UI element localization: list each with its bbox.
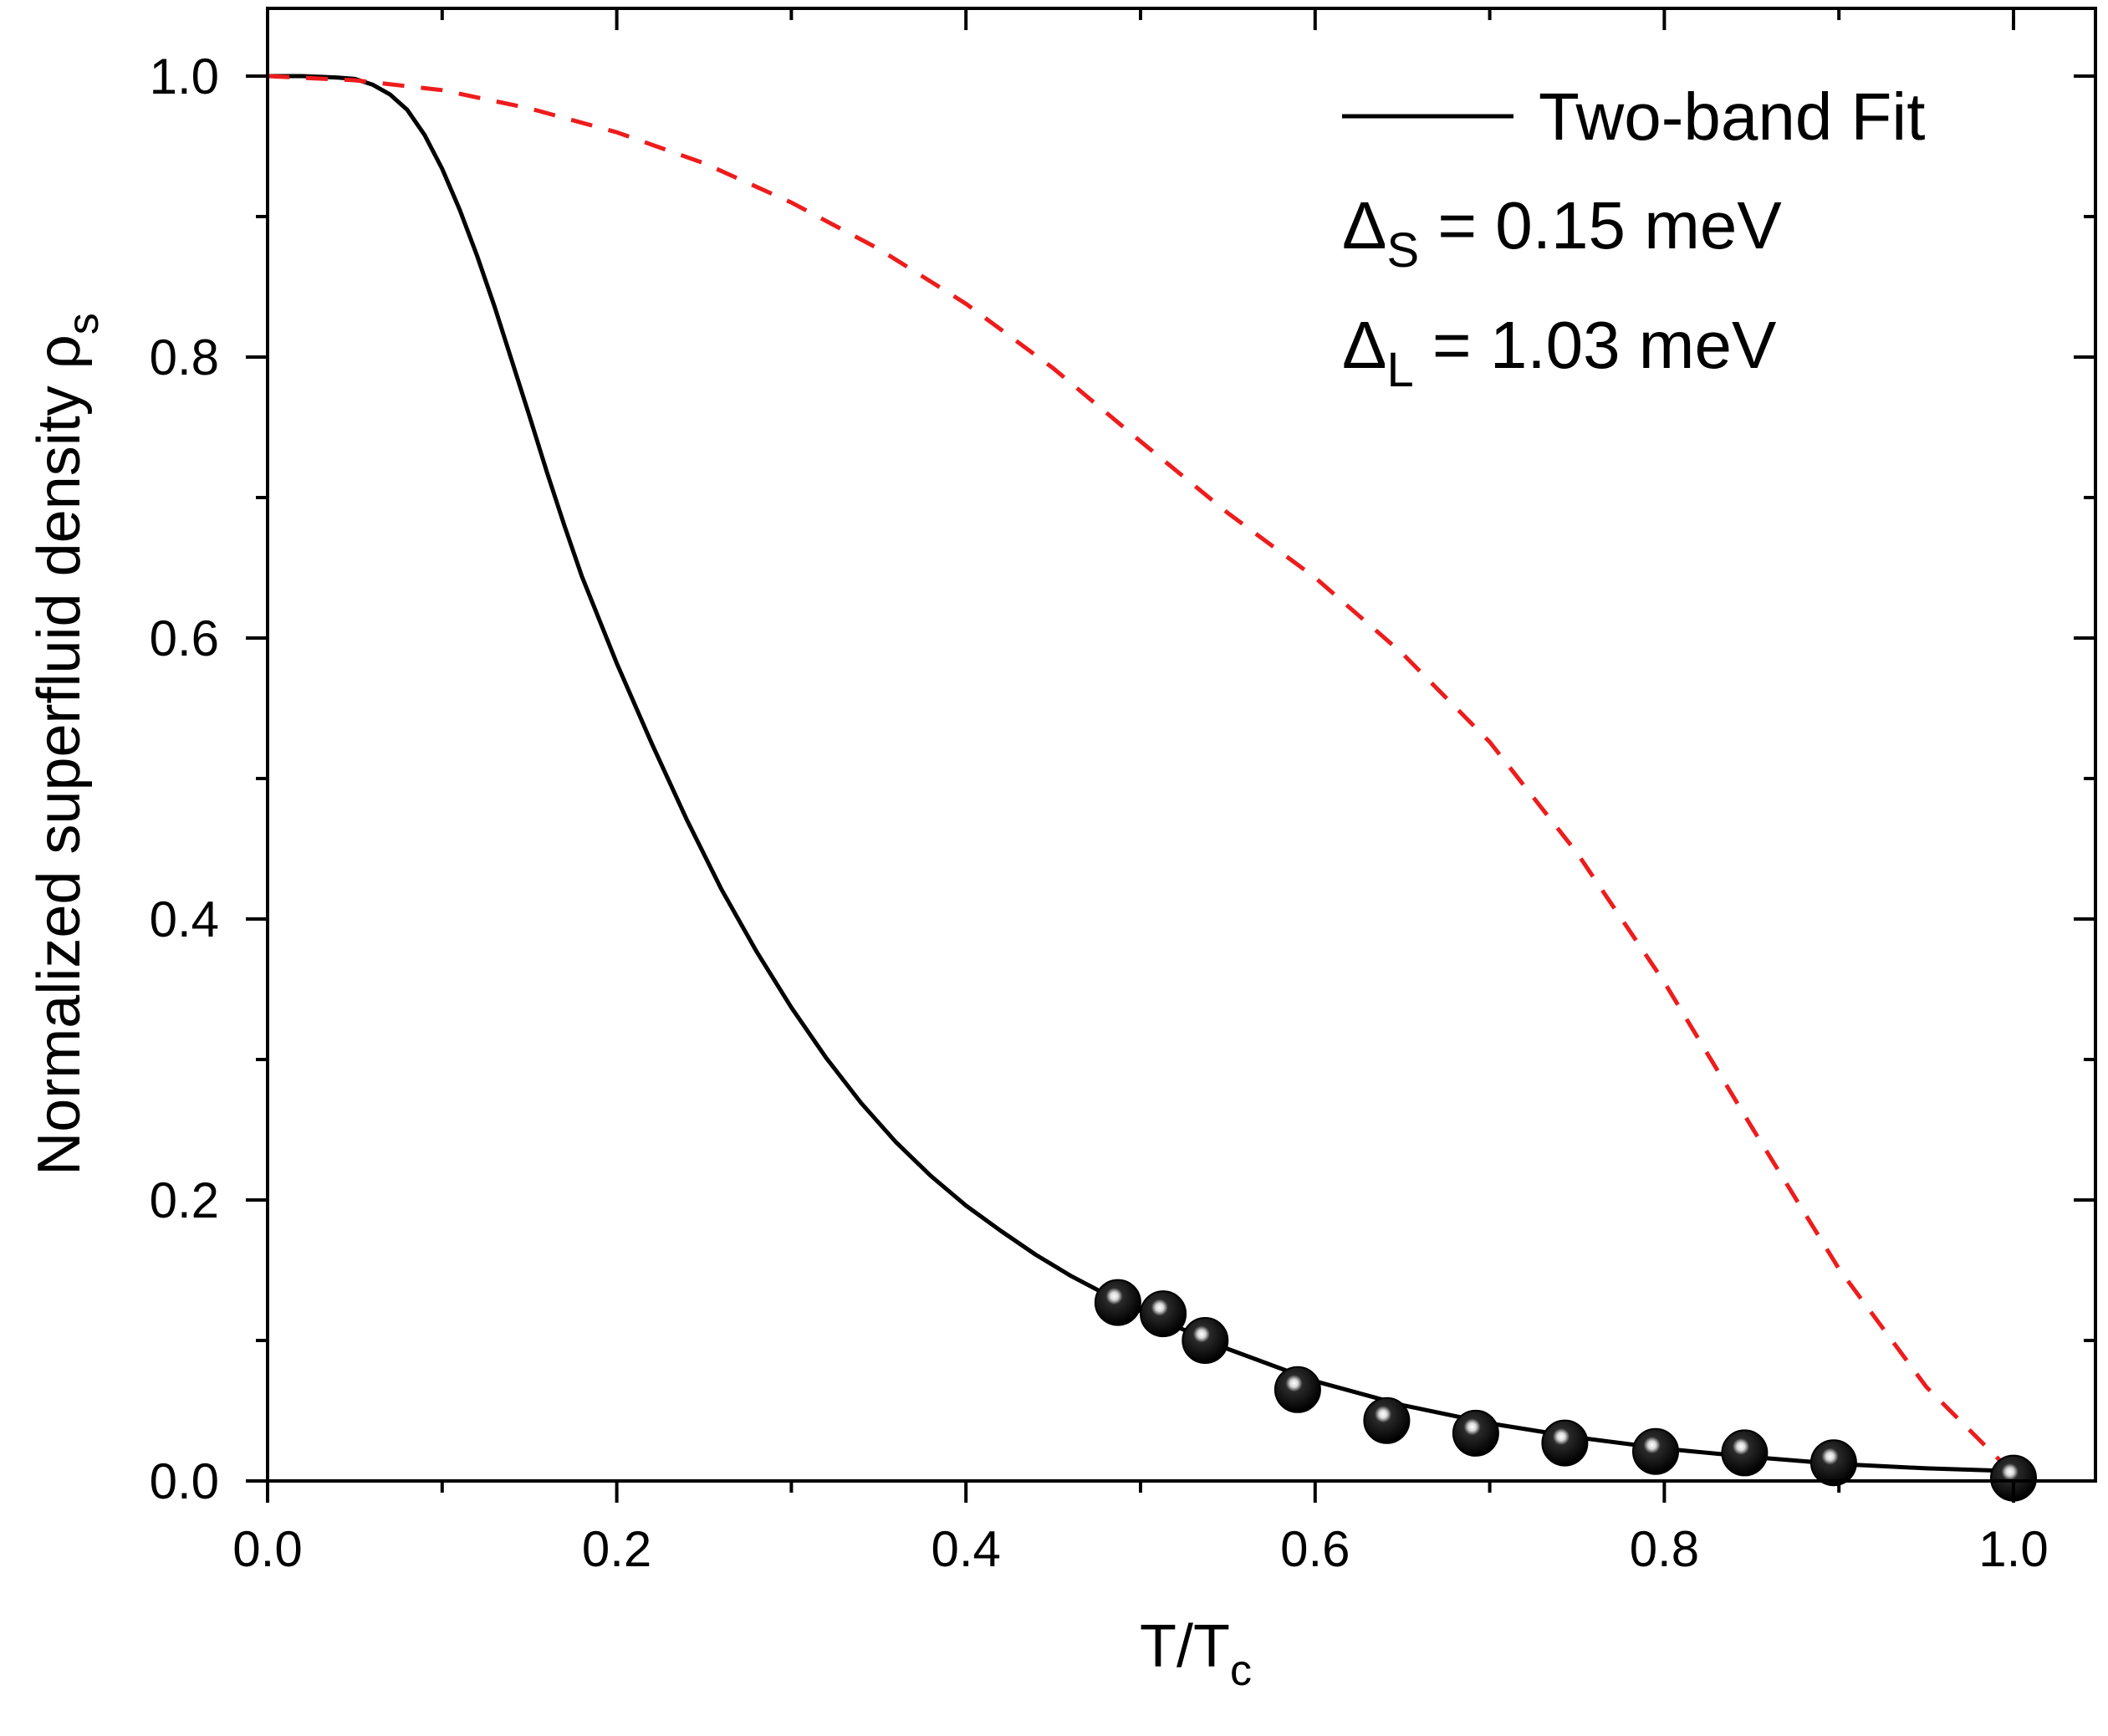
gap-value-small: = 0.15 meV [1419,188,1782,263]
legend-label-two-band-fit: Two-band Fit [1539,79,1925,154]
gap-symbol-large: Δ [1342,308,1386,382]
y-tick-label: 1.0 [150,49,219,105]
gap-annotation-large: ΔL = 1.03 meV [1342,308,1777,397]
x-tick-label: 0.6 [1280,1521,1350,1577]
data-point [1721,1429,1769,1477]
data-point [1094,1279,1141,1326]
data-point [1452,1409,1499,1457]
data-point [1363,1396,1411,1444]
x-axis-title-main: T/T [1140,1613,1230,1680]
y-axis-title-main: Normalized superfluid density [26,369,93,1175]
y-tick-label: 0.6 [150,610,219,666]
x-tick-label: 0.2 [582,1521,651,1577]
data-point [1809,1439,1857,1487]
gap-symbol-small: Δ [1342,188,1386,263]
y-axis-title-sub: s [59,313,108,334]
data-point [1273,1366,1321,1413]
legend: Two-band Fit [1342,79,1925,154]
data-point [1140,1290,1187,1338]
dashed-reference-curve [267,74,2015,1476]
y-tick-label: 0.2 [150,1172,219,1228]
x-axis-title: T/Tc [1140,1613,1252,1695]
data-point [1541,1419,1589,1467]
chart-markers [1094,1279,2037,1502]
gap-sub-large: L [1386,343,1413,397]
y-axis-title: Normalized superfluid density ρs [26,313,108,1175]
data-point [1632,1427,1679,1475]
gap-annotation-small: ΔS = 0.15 meV [1342,188,1782,278]
axis-ticks [246,8,2095,1503]
axis-tick-labels: 0.0 0.2 0.4 0.6 0.8 1.0 0.0 0.2 0.4 0.6 0.8 1.0 [150,49,2049,1577]
x-tick-label: 0.4 [931,1521,1000,1577]
y-tick-label: 0.8 [150,329,219,385]
gap-sub-small: S [1386,223,1419,278]
data-point [1182,1317,1229,1364]
gap-value-large: = 1.03 meV [1414,308,1777,382]
y-axis-title-symbol: ρ [26,334,93,369]
plot-frame [266,7,2097,1483]
y-tick-label: 0.0 [150,1453,219,1509]
x-tick-label: 1.0 [1978,1521,2048,1577]
x-tick-label: 0.8 [1630,1521,1699,1577]
y-tick-label: 0.4 [150,891,219,947]
x-axis-title-sub: c [1230,1647,1252,1695]
x-tick-label: 0.0 [232,1521,302,1577]
